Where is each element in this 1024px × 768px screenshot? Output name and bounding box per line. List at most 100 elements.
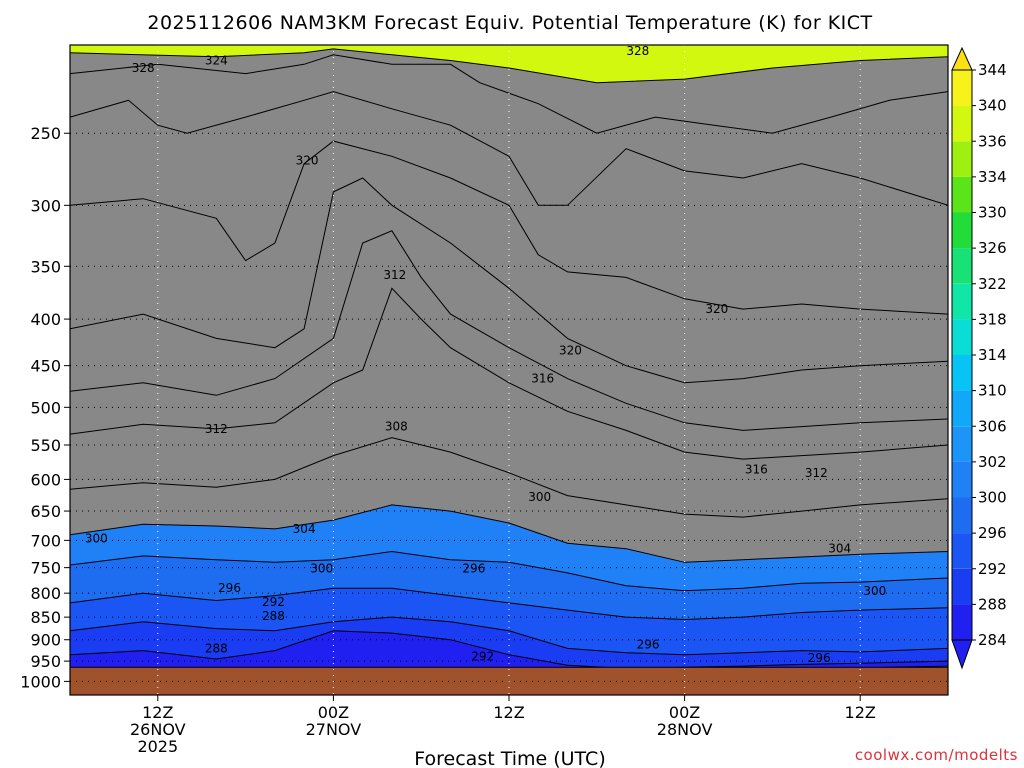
contour-line-320 [70, 177, 948, 384]
colorbar-segment [952, 176, 972, 213]
y-tick-label: 400 [30, 310, 61, 329]
colorbar-bottom-arrow [951, 639, 973, 670]
contour-line-288 [70, 630, 948, 670]
colorbar-label: 322 [978, 275, 1007, 293]
colorbar-segment [952, 248, 972, 284]
x-tick-label: 12Z [845, 703, 876, 722]
colorbar-label: 284 [978, 631, 1007, 649]
contour-label: 292 [262, 595, 285, 609]
colorbar-segment [952, 319, 972, 355]
contour-label: 300 [863, 584, 886, 598]
contour-label: 296 [218, 581, 241, 595]
contour-label: 292 [471, 650, 494, 664]
y-tick-label: 950 [30, 652, 61, 671]
contour-line-300 [70, 550, 948, 592]
contour-label: 296 [462, 562, 485, 576]
contour-label: 324 [205, 54, 228, 68]
y-tick-label: 650 [30, 502, 61, 521]
y-tick-label: 350 [30, 257, 61, 276]
contour-label: 312 [383, 268, 406, 282]
y-tick-label: 450 [30, 357, 61, 376]
y-tick-label: 500 [30, 398, 61, 417]
colorbar-segment [952, 461, 972, 498]
colorbar-segment [952, 426, 972, 462]
y-tick-label: 1000 [20, 672, 61, 691]
colorbar-segment [952, 604, 972, 640]
x-tick-label: 12Z [493, 703, 524, 722]
x-tick-label: 12Z [142, 703, 173, 722]
x-tick-label: 00Z [318, 703, 349, 722]
contour-label: 296 [808, 651, 831, 665]
y-tick-label: 800 [30, 584, 61, 603]
colorbar-segment [952, 141, 972, 177]
contour-label: 312 [205, 422, 228, 436]
colorbar-segment [952, 568, 972, 605]
y-tick-label: 850 [30, 608, 61, 627]
colorbar-segment [952, 70, 972, 106]
contour-line-308 [70, 437, 948, 518]
colorbar-segment [952, 105, 972, 142]
contour-label: 288 [262, 609, 285, 623]
contour-line-316 [70, 230, 948, 431]
contour-line-336 [70, 48, 948, 84]
contour-line-304 [70, 504, 948, 563]
y-tick-label: 750 [30, 559, 61, 578]
y-tick-label: 300 [30, 196, 61, 215]
y-tick-label: 700 [30, 531, 61, 550]
contour-label: 300 [310, 562, 333, 576]
colorbar-segment [952, 497, 972, 534]
colorbar-label: 344 [978, 61, 1007, 79]
x-axis-label: Forecast Time (UTC) [414, 748, 605, 768]
y-tick-label: 250 [30, 124, 61, 143]
contour-label: 304 [293, 522, 316, 536]
colorbar-label: 340 [978, 97, 1007, 115]
colorbar-segment [952, 355, 972, 391]
contour-line-296 [70, 587, 948, 621]
contour-label: 320 [705, 302, 728, 316]
contour-line-328 [70, 91, 948, 206]
colorbar-label: 310 [978, 382, 1007, 400]
contour-label: 300 [85, 532, 108, 546]
x-tick-label: 27NOV [306, 720, 362, 739]
contour-line-312 [70, 287, 948, 460]
x-tick-label: 28NOV [657, 720, 713, 739]
colorbar-label: 334 [978, 168, 1007, 186]
x-tick-label: 00Z [669, 703, 700, 722]
y-tick-label: 600 [30, 470, 61, 489]
chart-title: 2025112606 NAM3KM Forecast Equiv. Potent… [147, 12, 872, 34]
colorbar-segment [952, 390, 972, 427]
colorbar-label: 330 [978, 204, 1007, 222]
contour-label: 316 [745, 462, 768, 476]
colorbar-label: 314 [978, 346, 1007, 364]
contour-label: 308 [385, 420, 408, 434]
colorbar-segment [952, 533, 972, 569]
colorbar-segment [952, 212, 972, 249]
contour-line-292 [70, 616, 948, 656]
y-tick-label: 550 [30, 436, 61, 455]
contour-label: 320 [559, 343, 582, 357]
contour-label: 300 [528, 490, 551, 504]
y-tick-label: 900 [30, 631, 61, 650]
contour-line-324 [70, 140, 948, 315]
colorbar-label: 292 [978, 560, 1007, 578]
x-tick-label: 2025 [137, 737, 178, 756]
colorbar-label: 326 [978, 239, 1007, 257]
x-tick-label: 26NOV [130, 720, 186, 739]
contour-label: 288 [205, 641, 228, 655]
colorbar-label: 300 [978, 489, 1007, 507]
colorbar-label: 296 [978, 524, 1007, 542]
colorbar-label: 288 [978, 595, 1007, 613]
contour-label: 328 [626, 44, 649, 58]
contour-label: 296 [637, 638, 660, 652]
contour-label: 316 [531, 372, 554, 386]
colorbar-label: 318 [978, 310, 1007, 328]
colorbar-top-arrow [951, 46, 973, 71]
contour-label: 304 [828, 542, 851, 556]
contour-label: 312 [805, 466, 828, 480]
credit-text: coolwx.com/modelts [855, 746, 1018, 764]
colorbar-label: 336 [978, 132, 1007, 150]
colorbar-label: 306 [978, 417, 1007, 435]
contour-label: 320 [296, 154, 319, 168]
colorbar-label: 302 [978, 453, 1007, 471]
